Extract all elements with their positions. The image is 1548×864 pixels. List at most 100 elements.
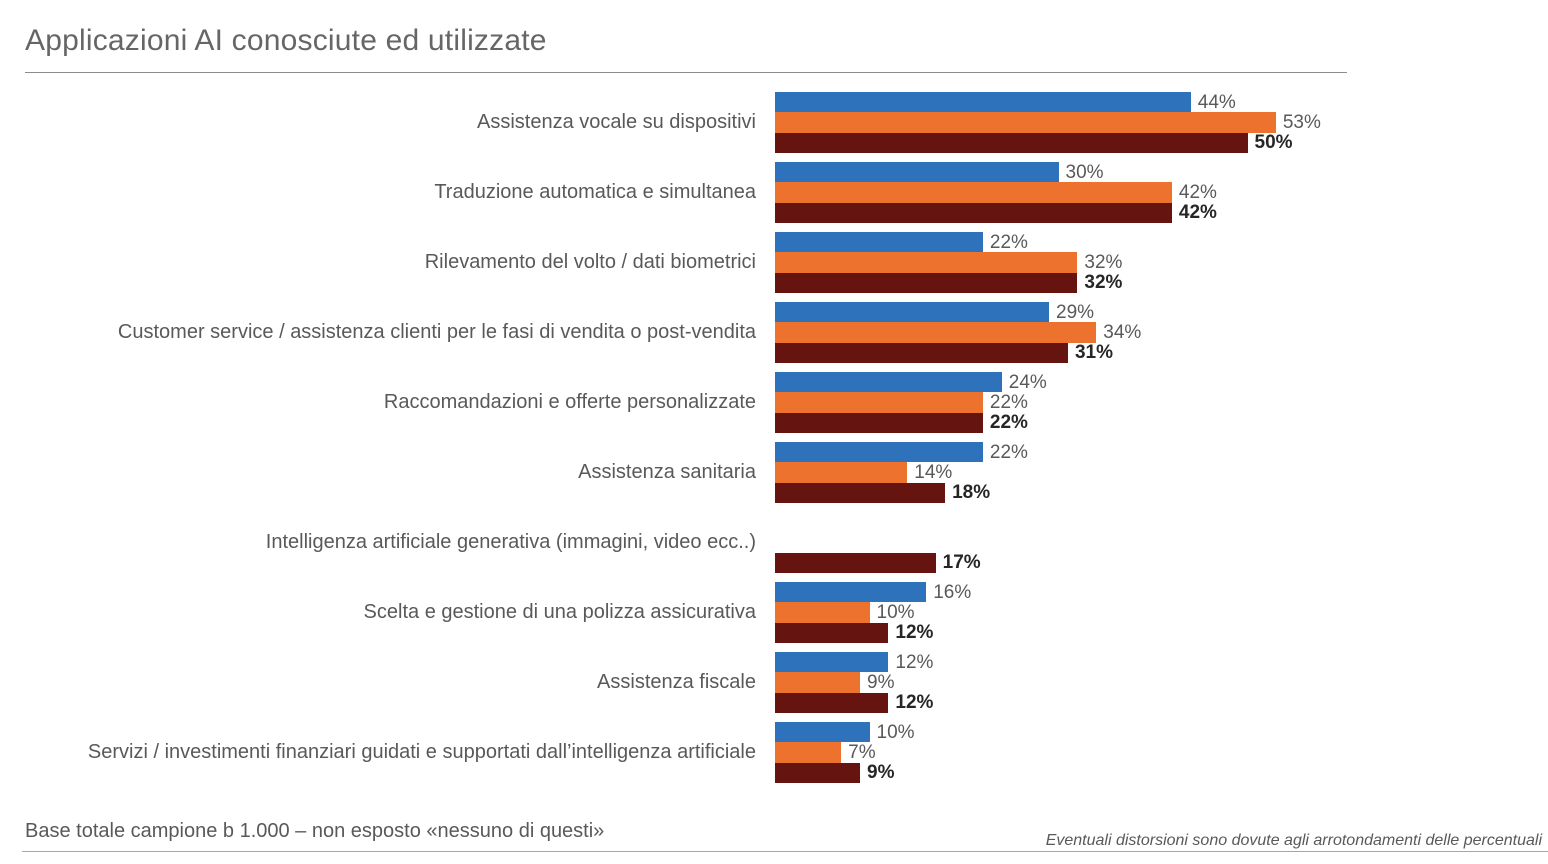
- value-label: 9%: [867, 762, 895, 784]
- bar-dark-red: [775, 762, 861, 783]
- value-label: 12%: [895, 622, 934, 644]
- bar-group: Customer service / assistenza clienti pe…: [0, 302, 1548, 363]
- bar-orange: [775, 252, 1078, 273]
- value-label: 22%: [989, 441, 1028, 463]
- bottom-divider: [22, 851, 1548, 852]
- bar-row: 22%: [775, 231, 1548, 253]
- bar-group: Assistenza fiscale 12% 9% 12%: [0, 652, 1548, 713]
- bar-orange: [775, 602, 870, 623]
- bar-row: 9%: [775, 671, 1548, 693]
- value-label: 32%: [1084, 272, 1123, 294]
- bar-row: 10%: [775, 721, 1548, 743]
- bar-orange: [775, 112, 1276, 133]
- bar-dark-red: [775, 482, 946, 503]
- bar-blue: [775, 372, 1002, 393]
- bar-group: Assistenza vocale su dispositivi 44% 53% 50…: [0, 92, 1548, 153]
- value-label: 44%: [1197, 91, 1236, 113]
- bar-group: Servizi / investimenti finanziari guidat…: [0, 722, 1548, 783]
- bar-chart: Assistenza vocale su dispositivi 44% 53% 50…: [0, 92, 1548, 783]
- bars-cell: 30% 42% 42%: [775, 162, 1548, 223]
- bars-cell: 17%: [775, 512, 1548, 573]
- bars-cell: 10% 7% 9%: [775, 722, 1548, 783]
- bar-group: Intelligenza artificiale generativa (imm…: [0, 512, 1548, 573]
- category-label: Raccomandazioni e offerte personalizzate: [383, 391, 756, 414]
- bar-orange: [775, 462, 908, 483]
- bar-row: 22%: [775, 441, 1548, 463]
- bar-dark-red: [775, 692, 889, 713]
- footnote-base: Base totale campione b 1.000 – non espos…: [25, 820, 605, 842]
- value-label: 9%: [867, 671, 895, 693]
- bar-blue: [775, 652, 889, 673]
- bar-row: 22%: [775, 392, 1548, 413]
- value-label: 10%: [876, 601, 915, 623]
- bar-dark-red: [775, 272, 1078, 293]
- bar-row: 17%: [775, 552, 1548, 574]
- bar-dark-red: [775, 202, 1172, 223]
- bar-row: 42%: [775, 181, 1548, 203]
- value-label: 24%: [1008, 371, 1047, 393]
- bar-orange: [775, 182, 1172, 203]
- bar-row: 14%: [775, 461, 1548, 483]
- bar-row: 34%: [775, 321, 1548, 343]
- value-label: 17%: [942, 552, 981, 574]
- value-label: 22%: [989, 412, 1028, 434]
- page-title: Applicazioni AI conosciute ed utilizzate: [25, 24, 547, 57]
- bar-row: 30%: [775, 161, 1548, 183]
- value-label: 22%: [989, 231, 1028, 253]
- bar-row: [775, 512, 1548, 532]
- bar-row: 32%: [775, 272, 1548, 294]
- bar-blue: [775, 582, 927, 603]
- bar-dark-red: [775, 412, 983, 433]
- bars-cell: 29% 34% 31%: [775, 302, 1548, 363]
- bars-cell: 44% 53% 50%: [775, 92, 1548, 153]
- value-label: 42%: [1178, 181, 1217, 203]
- value-label: 10%: [876, 721, 915, 743]
- category-label: Scelta e gestione di una polizza assicur…: [363, 601, 756, 624]
- bar-row: 12%: [775, 622, 1548, 644]
- value-label: 12%: [895, 651, 934, 673]
- bar-orange: [775, 672, 861, 693]
- bar-row: 9%: [775, 762, 1548, 784]
- value-label: 53%: [1282, 111, 1321, 133]
- value-label: 12%: [895, 692, 934, 714]
- bar-blue: [775, 722, 870, 743]
- bar-blue: [775, 302, 1050, 323]
- bar-row: 10%: [775, 601, 1548, 623]
- bar-orange: [775, 742, 842, 763]
- bar-orange: [775, 322, 1097, 343]
- bars-cell: 16% 10% 12%: [775, 582, 1548, 643]
- footnote-rounding: Eventuali distorsioni sono dovute agli a…: [1045, 832, 1542, 849]
- bar-row: 31%: [775, 342, 1548, 363]
- value-label: 14%: [914, 461, 953, 483]
- title-divider: [25, 72, 1347, 73]
- value-label: 18%: [952, 482, 991, 504]
- bar-dark-red: [775, 132, 1248, 153]
- bar-group: Raccomandazioni e offerte personalizzate…: [0, 372, 1548, 433]
- value-label: 34%: [1103, 321, 1142, 343]
- value-label: 16%: [933, 581, 972, 603]
- bar-row: 18%: [775, 482, 1548, 504]
- bar-row: 24%: [775, 371, 1548, 393]
- bar-orange: [775, 392, 983, 413]
- bars-cell: 22% 14% 18%: [775, 442, 1548, 503]
- bar-group: Rilevamento del volto / dati biometrici 2…: [0, 232, 1548, 293]
- category-label: Assistenza vocale su dispositivi: [476, 111, 756, 134]
- bar-dark-red: [775, 622, 889, 643]
- bar-row: [775, 532, 1548, 552]
- bar-row: 32%: [775, 252, 1548, 273]
- value-label: 30%: [1065, 161, 1104, 183]
- category-label: Assistenza sanitaria: [578, 461, 756, 484]
- bar-row: 29%: [775, 302, 1548, 323]
- bar-row: 12%: [775, 692, 1548, 714]
- bar-row: 42%: [775, 202, 1548, 223]
- bar-row: 7%: [775, 742, 1548, 763]
- bars-cell: 12% 9% 12%: [775, 652, 1548, 713]
- bar-group: Scelta e gestione di una polizza assicur…: [0, 582, 1548, 643]
- bar-blue: [775, 232, 983, 253]
- category-label: Traduzione automatica e simultanea: [434, 181, 756, 204]
- category-label: Servizi / investimenti finanziari guidat…: [87, 741, 756, 764]
- bar-row: 50%: [775, 132, 1548, 153]
- bar-dark-red: [775, 342, 1068, 363]
- category-label: Intelligenza artificiale generativa (imm…: [265, 531, 756, 554]
